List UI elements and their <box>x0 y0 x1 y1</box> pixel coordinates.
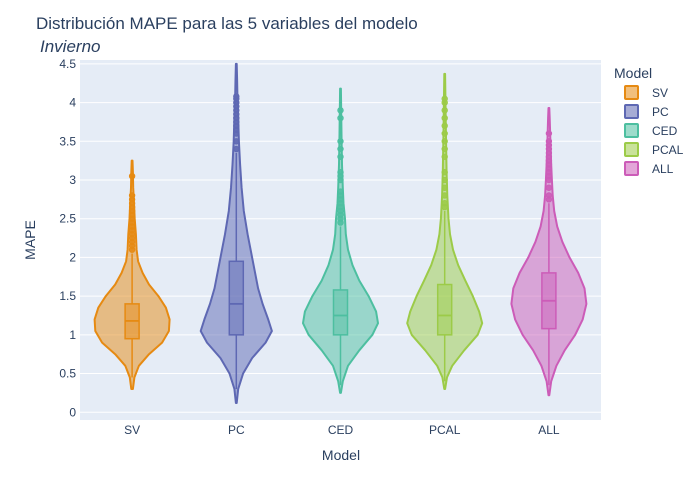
outlier-point <box>441 169 448 176</box>
legend-item-all: ALL <box>624 161 674 176</box>
legend-label: CED <box>652 124 678 138</box>
outlier-point <box>441 200 448 207</box>
legend-swatch <box>624 104 639 119</box>
x-tick-label: PC <box>228 423 245 437</box>
legend-swatch <box>624 85 639 100</box>
violin-pc <box>199 62 273 404</box>
legend-label: ALL <box>652 162 674 176</box>
y-tick-labels: 0 0.5 1 1.5 2 2.5 3 3.5 4 4.5 <box>59 57 76 419</box>
outlier-point <box>441 138 448 145</box>
outlier-point <box>441 130 448 137</box>
violin-pcal <box>406 72 484 390</box>
outlier-point <box>128 192 136 199</box>
legend-item-pcal: PCAL <box>624 142 684 157</box>
y-tick-label: 2.5 <box>59 212 76 226</box>
outlier-point <box>441 145 448 153</box>
outlier-point <box>233 145 240 153</box>
x-tick-label: ALL <box>538 423 560 437</box>
outlier-point <box>441 153 448 160</box>
y-tick-label: 3.5 <box>59 134 76 148</box>
y-axis-title: MAPE <box>22 220 38 260</box>
outlier-point <box>545 130 553 137</box>
outlier-point <box>233 93 240 100</box>
violin-sv <box>93 159 171 390</box>
legend: Model SV PC CED PCAL ALL <box>614 65 684 176</box>
outlier-point <box>233 138 240 145</box>
outlier-point <box>337 153 344 160</box>
x-tick-label: PCAL <box>429 423 461 437</box>
box <box>228 260 245 336</box>
legend-title: Model <box>614 65 652 81</box>
y-tick-label: 1.5 <box>59 289 76 303</box>
y-tick-label: 2 <box>69 250 76 264</box>
outlier-point <box>441 176 448 184</box>
y-tick-label: 3 <box>69 173 76 187</box>
y-tick-label: 4.5 <box>59 57 76 71</box>
legend-swatch <box>624 123 639 138</box>
outlier-point <box>545 192 553 199</box>
legend-swatch <box>624 161 639 176</box>
y-tick-label: 0 <box>69 405 76 419</box>
outlier-point <box>441 107 448 114</box>
outlier-point <box>337 107 344 114</box>
outlier-point <box>441 184 448 191</box>
outlier-point <box>545 138 553 145</box>
legend-item-sv: SV <box>624 85 668 100</box>
legend-label: SV <box>652 86 668 100</box>
violin-ced <box>302 87 379 394</box>
outlier-point <box>128 172 136 180</box>
legend-swatch <box>624 142 639 157</box>
outlier-point <box>337 145 344 153</box>
outlier-point <box>545 184 553 191</box>
legend-label: PCAL <box>652 143 684 157</box>
box <box>436 283 453 336</box>
violins <box>93 62 588 404</box>
outlier-point <box>441 114 448 122</box>
outlier-point <box>337 114 344 122</box>
legend-item-pc: PC <box>624 104 669 119</box>
violin-all <box>510 107 588 397</box>
chart-title: Distribución MAPE para las 5 variables d… <box>36 14 418 33</box>
x-tick-labels: SV PC CED PCAL ALL <box>124 423 560 437</box>
y-tick-label: 0.5 <box>59 367 76 381</box>
x-tick-label: SV <box>124 423 140 437</box>
chart-subtitle: Invierno <box>40 37 100 56</box>
y-tick-label: 4 <box>69 96 76 110</box>
outlier-point <box>441 95 448 102</box>
outlier-point <box>337 188 344 195</box>
outlier-point <box>337 169 344 176</box>
x-tick-label: CED <box>328 423 354 437</box>
outlier-point <box>441 192 448 199</box>
box <box>332 289 349 336</box>
y-tick-label: 1 <box>69 328 76 342</box>
outlier-point <box>337 138 344 145</box>
legend-item-ced: CED <box>624 123 678 138</box>
legend-label: PC <box>652 105 669 119</box>
outlier-point <box>441 122 448 130</box>
x-axis-title: Model <box>322 447 360 463</box>
